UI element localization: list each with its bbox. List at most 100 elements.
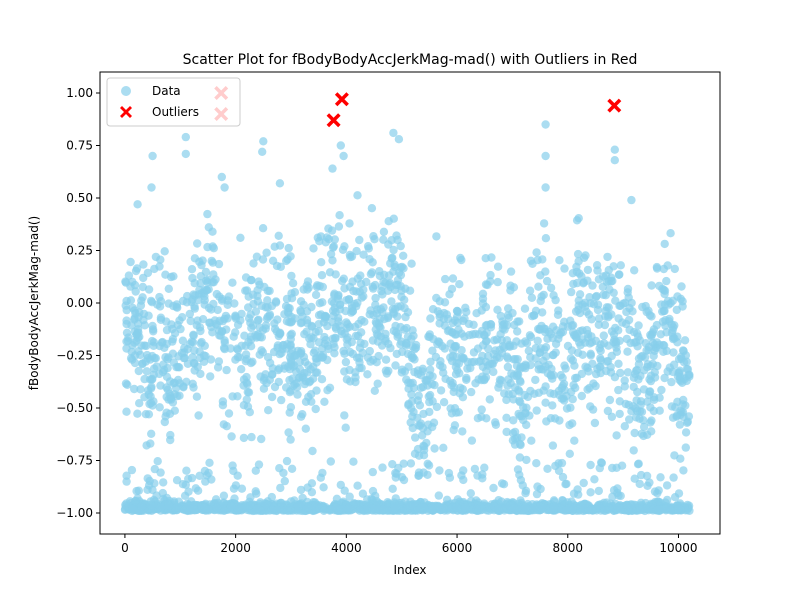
data-point [665,314,674,324]
data-point [549,350,558,360]
data-point [319,483,328,492]
data-point [287,271,296,281]
data-point [541,328,550,337]
data-point [485,395,494,404]
data-point [418,364,427,373]
data-point [670,334,679,343]
data-point [555,416,564,425]
data-point [674,489,684,498]
data-point [336,141,345,150]
data-point [628,307,637,316]
data-point [290,314,300,323]
data-point [352,246,361,256]
data-point [135,399,144,408]
data-point [233,352,243,362]
data-point [405,500,415,510]
data-point [459,353,468,363]
data-point [275,349,284,359]
data-point [197,337,206,347]
data-point [190,302,199,311]
data-point [660,306,669,316]
data-point [666,229,675,238]
data-point [277,395,286,405]
y-axis-ticks: −1.00 −0.75 −0.50 −0.25 0.00 0.25 0.50 0.75 1.00 [56,86,100,520]
data-point [357,293,366,302]
data-point [511,355,520,364]
data-point [223,300,232,309]
data-point [599,331,608,340]
data-point [131,309,140,318]
data-point [145,476,154,486]
data-point [541,267,550,276]
data-point [477,405,486,414]
data-point [487,359,497,368]
data-point [534,360,543,370]
data-point [228,392,237,401]
data-point [148,151,157,161]
data-point [137,502,146,511]
data-point [351,331,361,341]
data-point [588,281,597,290]
data-point [570,436,579,445]
data-point [146,500,156,510]
data-point [280,476,289,486]
data-point [596,356,606,365]
data-point [679,466,688,475]
data-point [317,258,326,267]
data-point [508,389,517,399]
data-point [399,459,408,468]
data-point [379,227,389,236]
data-point [390,504,399,513]
data-point [344,295,354,304]
data-point [264,406,273,415]
data-point [551,339,561,349]
data-point [639,431,648,441]
data-point [127,465,137,475]
data-point [149,341,158,350]
data-point [446,404,455,413]
data-point [229,332,238,341]
data-point [345,250,355,260]
data-point [618,318,627,327]
data-point [521,503,530,513]
data-point [497,376,506,385]
data-point [311,404,320,414]
data-point [284,243,293,253]
data-point [258,224,268,233]
data-point [384,366,393,376]
data-point [186,316,195,326]
data-point [478,299,488,308]
data-point [353,191,362,200]
data-point [602,498,611,507]
data-point [533,336,542,345]
data-point [159,478,168,487]
data-point [670,264,679,274]
data-point [539,219,549,228]
data-point [492,335,502,344]
data-point [195,471,204,480]
data-point [577,391,586,401]
data-point [365,310,374,319]
data-point [217,172,226,182]
data-point [677,282,686,291]
data-point [399,251,408,260]
data-point [542,276,552,286]
data-point [212,289,221,299]
data-point [370,386,379,395]
data-point [541,120,550,129]
data-point [406,459,416,468]
data-point [478,341,488,350]
data-point [251,307,261,316]
data-point [452,306,462,316]
data-point [140,374,149,384]
data-point [643,397,652,406]
data-point [627,195,636,205]
data-point [389,245,398,255]
data-point [555,256,564,265]
data-point [144,285,154,294]
data-point [624,293,633,302]
data-point [546,371,555,380]
data-point [296,319,306,328]
legend-data-marker [121,86,131,96]
data-point [219,499,228,508]
